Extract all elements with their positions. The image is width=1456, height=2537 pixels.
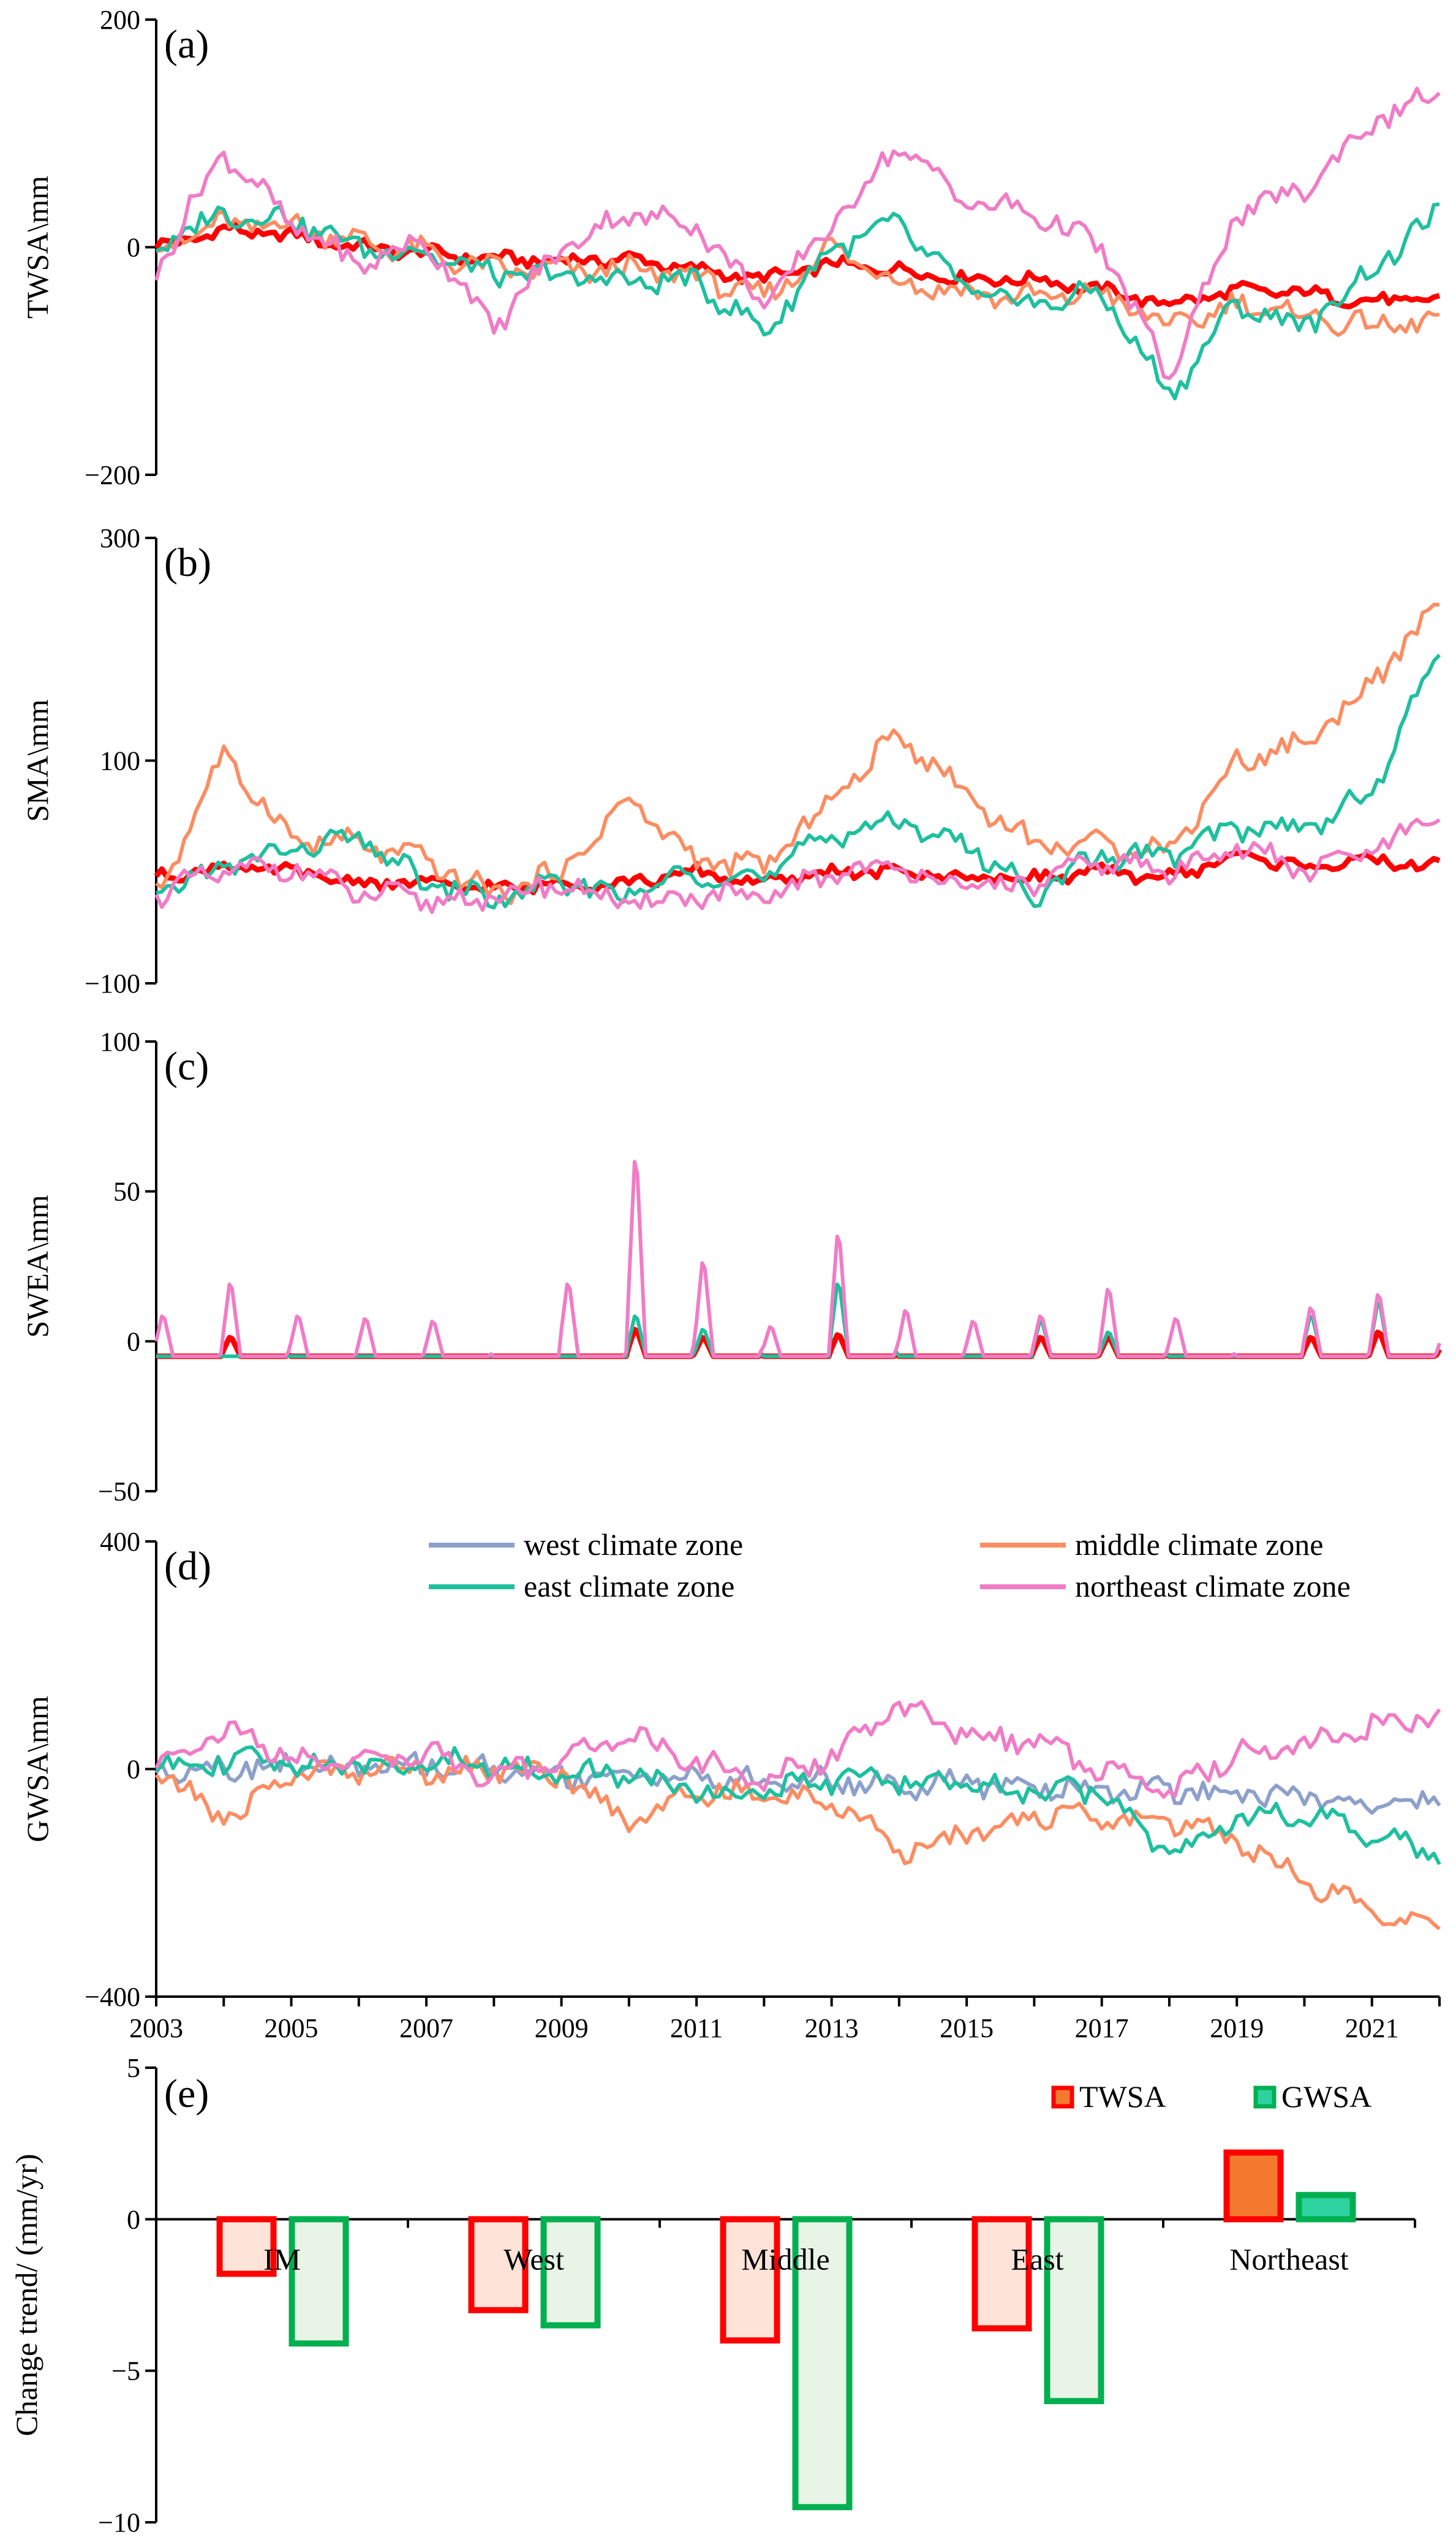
legend-label-northeast: northeast climate zone xyxy=(1075,1569,1351,1603)
series-line-west xyxy=(154,1750,1441,1815)
bar-gwsa-east xyxy=(1044,2216,1104,2405)
legend-item-west: west climate zone xyxy=(429,1527,743,1562)
y-tick-label: −200 xyxy=(85,460,140,490)
legend-label-gwsa: GWSA xyxy=(1281,2079,1371,2114)
y-tick-label: 0 xyxy=(127,1326,140,1356)
y-tick-label: 400 xyxy=(100,1527,140,1557)
legend-item-northeast: northeast climate zone xyxy=(980,1569,1351,1603)
panel-label: (e) xyxy=(164,2071,209,2116)
bar-twsa-im xyxy=(216,2216,277,2277)
y-tick-label: −400 xyxy=(85,1982,140,2012)
series-line-middle xyxy=(156,210,1440,337)
y-tick-label: −5 xyxy=(111,2356,140,2386)
series-line-middle xyxy=(154,1755,1441,1930)
x-tick-label: 2011 xyxy=(670,2013,723,2043)
series-line-east xyxy=(156,654,1441,910)
y-axis-label: SWEA\mm xyxy=(20,1195,55,1337)
x-tick-label: 2019 xyxy=(1210,2013,1264,2043)
legend-item-gwsa: GWSA xyxy=(1253,2079,1371,2114)
y-axis-label: SMA\mm xyxy=(20,699,55,822)
legend-item-twsa: TWSA xyxy=(1051,2079,1166,2114)
panel-b: 300 100 −100 SMA\mm (b) xyxy=(20,523,1441,999)
series-line-northeast xyxy=(154,1700,1441,1799)
panel-c: 100 50 0 −50 SWEA\mm (c) xyxy=(20,1027,1443,1507)
legend-item-middle: middle climate zone xyxy=(980,1527,1323,1562)
series-line-im xyxy=(156,1326,1443,1359)
bar-twsa-northeast xyxy=(1223,2149,1284,2223)
bar-gwsa-northeast xyxy=(1296,2191,1356,2223)
y-tick-label: 0 xyxy=(127,2204,140,2234)
bar-gwsa-west xyxy=(540,2216,601,2329)
series-line-northeast xyxy=(154,86,1441,380)
series-line-east xyxy=(156,1282,1441,1358)
legend-label-twsa: TWSA xyxy=(1079,2079,1166,2114)
category-label: IM xyxy=(263,2242,301,2276)
x-tick-label: 2015 xyxy=(940,2013,994,2043)
x-tick-label: 2007 xyxy=(399,2013,453,2043)
series-line-northeast xyxy=(154,1160,1441,1358)
legend-label-east: east climate zone xyxy=(524,1569,734,1603)
y-tick-label: 0 xyxy=(127,233,140,263)
y-tick-label: 300 xyxy=(100,523,140,553)
y-tick-label: 100 xyxy=(100,746,140,776)
panel-label: (d) xyxy=(164,1544,211,1589)
x-axis: 2003 2005 2007 2009 2011 2013 2015 2017 2019 2021 xyxy=(129,1995,1441,2043)
y-axis-label: TWSA\mm xyxy=(20,176,55,319)
x-tick-label: 2013 xyxy=(805,2013,859,2043)
legend-item-east: east climate zone xyxy=(429,1569,734,1603)
y-tick-label: 50 xyxy=(113,1177,140,1207)
bar-twsa-middle xyxy=(720,2216,780,2344)
x-tick-label: 2005 xyxy=(265,2013,319,2043)
series-line-east xyxy=(155,202,1440,401)
y-axis-label: Change trend/ (mm/yr) xyxy=(9,2154,43,2437)
x-tick-label: 2003 xyxy=(129,2013,183,2043)
y-tick-label: −50 xyxy=(98,1476,140,1507)
panel-label: (c) xyxy=(164,1044,209,1089)
legend-swatch-gwsa xyxy=(1253,2085,1277,2109)
y-tick-label: −100 xyxy=(85,969,140,999)
panel-a: 200 0 −200 TWSA\mm (a) xyxy=(20,5,1441,490)
y-tick-label: 5 xyxy=(127,2053,140,2083)
bar-twsa-west xyxy=(468,2216,529,2313)
panel-label: (a) xyxy=(164,22,209,67)
category-label: East xyxy=(1011,2242,1063,2276)
y-tick-label: 0 xyxy=(127,1755,140,1785)
legend-label-middle: middle climate zone xyxy=(1075,1527,1323,1562)
legend-label-west: west climate zone xyxy=(524,1527,743,1562)
y-tick-label: −10 xyxy=(98,2508,140,2537)
x-tick-label: 2009 xyxy=(535,2013,589,2043)
category-label: Middle xyxy=(741,2242,829,2276)
y-tick-label: 100 xyxy=(100,1027,140,1057)
category-label: West xyxy=(504,2242,564,2276)
legend-swatch-twsa xyxy=(1051,2085,1074,2109)
panel-label: (b) xyxy=(164,540,211,585)
x-tick-label: 2021 xyxy=(1345,2013,1399,2043)
series-line-northeast xyxy=(154,817,1441,914)
bar-twsa-east xyxy=(971,2216,1032,2332)
x-tick-label: 2017 xyxy=(1075,2013,1129,2043)
series-line-middle xyxy=(155,602,1440,906)
bar-gwsa-im xyxy=(289,2216,349,2347)
category-label: Northeast xyxy=(1229,2242,1348,2276)
bar-gwsa-middle xyxy=(792,2216,853,2511)
panel-e: 5 0 −5 −10 Change trend/ (mm/yr) (e) IM West Mid… xyxy=(9,2053,1416,2537)
series-line-east xyxy=(155,1745,1441,1866)
y-tick-label: 200 xyxy=(100,5,140,35)
panel-d: 400 0 −400 GWSA\mm (d) xyxy=(20,1527,1441,2012)
y-axis-label: GWSA\mm xyxy=(20,1696,55,1842)
